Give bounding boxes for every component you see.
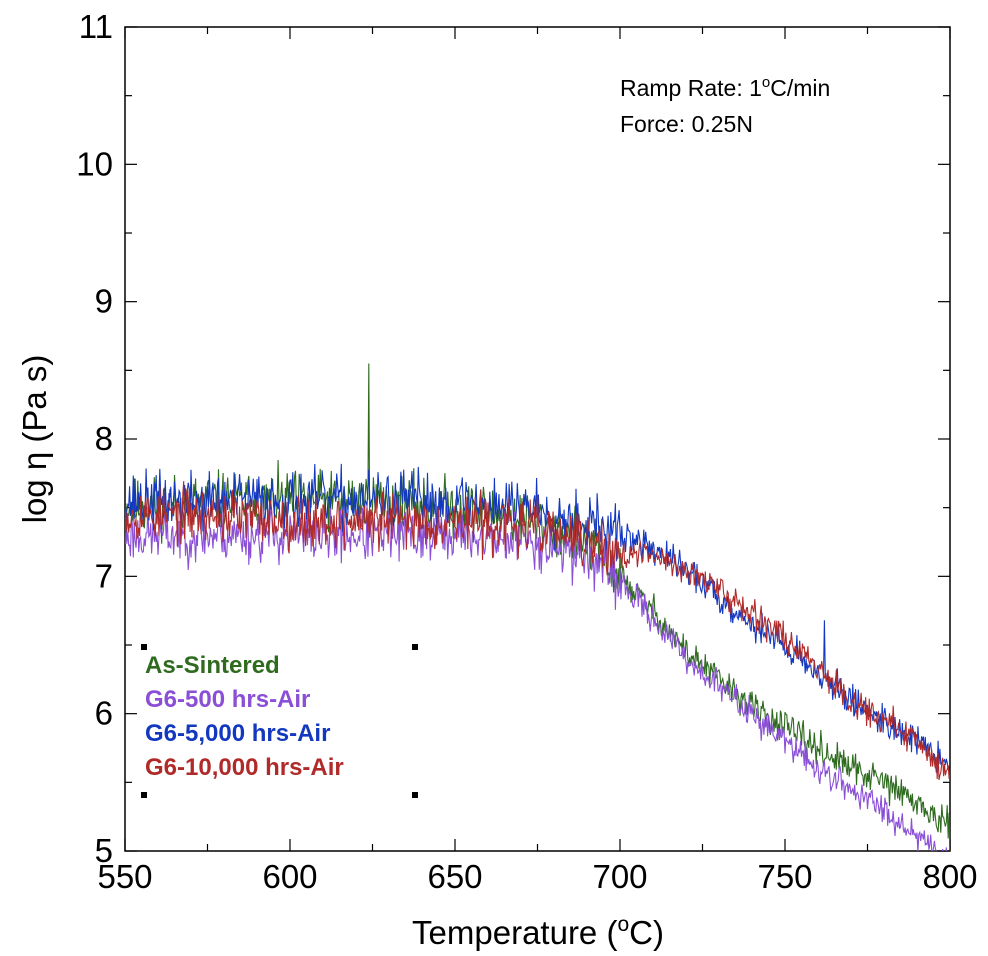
series-line-3: [125, 481, 950, 781]
y-tick-label: 9: [95, 283, 113, 320]
legend-handle-br: [412, 792, 418, 798]
y-tick-label: 11: [79, 8, 113, 45]
y-tick-label: 10: [76, 145, 113, 182]
legend-entry-as-sintered: As-Sintered: [145, 652, 280, 679]
legend-entry-g6-5000: G6-5,000 hrs-Air: [145, 720, 330, 747]
series-lines: [125, 363, 950, 851]
legend-handle-bl: [141, 792, 147, 798]
annotation-ramp-rate: Ramp Rate: 1oC/min: [620, 74, 830, 101]
y-tick-label: 8: [95, 420, 113, 457]
y-tick-label: 5: [95, 832, 113, 869]
y-tick-label: 7: [95, 557, 113, 594]
legend: As-Sintered G6-500 hrs-Air G6-5,000 hrs-…: [141, 644, 418, 798]
x-tick-label: 700: [592, 858, 647, 895]
legend-handle-tl: [141, 644, 147, 650]
x-tick-label: 600: [262, 858, 317, 895]
y-tick-label: 6: [95, 695, 113, 732]
x-axis-title: Temperature (oC): [412, 913, 664, 951]
x-tick-label: 750: [757, 858, 812, 895]
x-tick-label: 800: [922, 858, 977, 895]
series-line-1: [125, 497, 948, 851]
y-axis-title: log η (Pa s): [16, 355, 53, 524]
annotation-force: Force: 0.25N: [620, 111, 753, 137]
axis-ticks: [124, 26, 951, 852]
x-tick-label: 650: [427, 858, 482, 895]
tick-labels: 550 600 650 700 750 800 5 6 7 8 9 10 11: [76, 8, 977, 895]
legend-handle-tr: [412, 644, 418, 650]
legend-entry-g6-10000: G6-10,000 hrs-Air: [145, 754, 344, 781]
x-tick-label: 550: [97, 858, 152, 895]
legend-entry-g6-500: G6-500 hrs-Air: [145, 686, 310, 713]
